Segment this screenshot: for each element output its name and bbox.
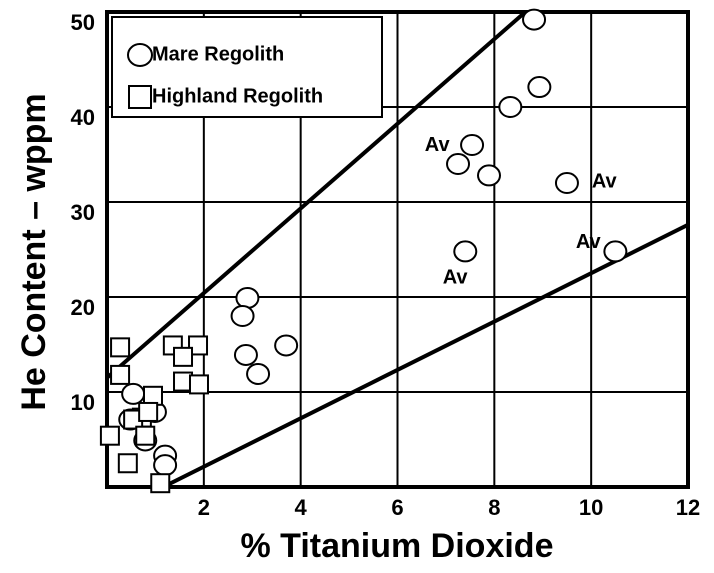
circle-marker — [235, 286, 260, 309]
y-tick-label: 30 — [71, 200, 95, 225]
circle-marker — [527, 76, 552, 99]
plot-lines — [107, 12, 688, 487]
square-marker — [99, 425, 120, 446]
y-tick-label: 20 — [71, 295, 95, 320]
square-marker — [138, 401, 159, 422]
trend-line — [162, 223, 688, 487]
square-marker — [150, 473, 171, 494]
square-marker — [110, 364, 131, 385]
circle-marker — [233, 343, 258, 366]
x-tick-label: 2 — [198, 495, 210, 520]
circle-marker — [554, 172, 579, 194]
square-marker — [117, 453, 138, 474]
circle-marker — [446, 153, 471, 175]
legend-marker — [127, 43, 153, 67]
x-tick-label: 6 — [391, 495, 403, 520]
square-marker — [135, 425, 156, 446]
circle-marker — [477, 164, 502, 187]
circle-marker — [498, 96, 523, 118]
square-marker — [173, 346, 194, 367]
square-marker — [110, 337, 131, 358]
circle-marker — [453, 240, 478, 263]
y-tick-label: 10 — [71, 390, 95, 415]
annotation: Av — [576, 231, 602, 253]
square-marker — [188, 374, 209, 395]
y-tick-label: 40 — [71, 105, 95, 130]
plot-frame — [105, 10, 690, 489]
y-tick-label: 50 — [71, 10, 95, 35]
circle-marker — [603, 240, 628, 263]
circle-marker — [246, 362, 271, 385]
y-axis-label: He Content – wppm — [15, 93, 53, 410]
square-marker — [188, 335, 209, 356]
circle-marker — [230, 305, 255, 327]
circle-marker — [153, 454, 178, 477]
x-tick-label: 8 — [488, 495, 500, 520]
legend-box — [111, 16, 383, 118]
circle-marker — [460, 134, 485, 156]
legend-marker — [128, 85, 152, 109]
x-axis-label: % Titanium Dioxide — [241, 527, 554, 565]
annotation: Av — [425, 134, 451, 156]
legend-label: Highland Regolith — [152, 85, 323, 107]
circle-marker — [274, 334, 299, 357]
trend-line — [107, 12, 527, 380]
circle-marker — [121, 382, 146, 405]
x-tick-label: 12 — [676, 495, 700, 520]
legend-label: Mare Regolith — [152, 43, 284, 65]
annotation: Av — [592, 170, 618, 192]
x-tick-label: 10 — [579, 495, 603, 520]
circle-marker — [522, 8, 547, 31]
annotation: Av — [443, 266, 469, 288]
x-tick-label: 4 — [295, 495, 308, 520]
